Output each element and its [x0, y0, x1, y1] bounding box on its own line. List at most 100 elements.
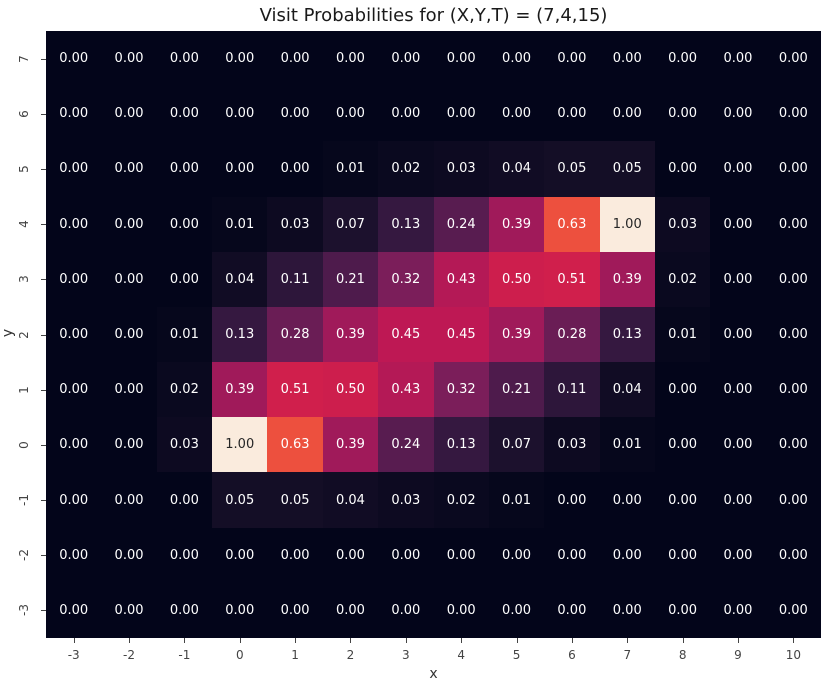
heatmap-cell: 0.21	[488, 362, 545, 418]
heatmap-cell: 0.00	[710, 141, 766, 197]
heatmap-cell: 0.07	[488, 417, 545, 473]
heatmap-cell: 0.63	[267, 417, 323, 473]
heatmap-cell: 0.00	[156, 527, 213, 583]
heatmap-cell: 0.00	[101, 306, 157, 363]
x-tick-label: -2	[101, 638, 156, 668]
heatmap-cell: 0.05	[212, 472, 268, 528]
heatmap-cell: 0.00	[654, 86, 711, 142]
heatmap-cell: 0.00	[654, 417, 711, 473]
heatmap-cell: 0.45	[378, 306, 434, 363]
heatmap-cell: 0.00	[654, 31, 711, 87]
heatmap-cell: 0.00	[433, 527, 489, 583]
y-tick: 4	[0, 197, 46, 252]
heatmap-cell: 0.00	[378, 582, 434, 638]
heatmap-cell: 0.00	[46, 527, 102, 583]
y-tick: 0	[0, 417, 46, 472]
heatmap-cell: 0.21	[322, 251, 379, 307]
heatmap-cell: 0.11	[544, 362, 600, 418]
heatmap-cell: 0.39	[599, 251, 655, 307]
heatmap-cell: 0.28	[267, 306, 323, 363]
x-tick-label: -3	[46, 638, 101, 668]
x-tick-label: 1	[267, 638, 322, 668]
heatmap-cell: 0.00	[156, 196, 213, 252]
heatmap-cell: 0.00	[710, 31, 766, 87]
heatmap-cell: 0.00	[46, 31, 102, 87]
heatmap-cell: 0.00	[433, 86, 489, 142]
heatmap-cell: 0.43	[433, 251, 489, 307]
heatmap-cell: 0.00	[599, 472, 655, 528]
heatmap-cell: 0.63	[544, 196, 600, 252]
heatmap-cell: 0.13	[212, 306, 268, 363]
heatmap-cell: 0.00	[710, 582, 766, 638]
y-axis-ticks: 7 6 5 4 3 2 1 0 -1 -2 -3	[0, 31, 46, 638]
x-tick-label: 5	[489, 638, 544, 668]
heatmap-cell: 0.00	[267, 141, 323, 197]
y-tick-label: 4	[17, 220, 31, 228]
heatmap-cell: 0.39	[212, 362, 268, 418]
heatmap-cell: 0.00	[101, 31, 157, 87]
y-tick-label: 1	[17, 385, 31, 394]
heatmap-cell: 0.51	[267, 362, 323, 418]
heatmap-grid: 0.00 0.00 0.00 0.00 0.00 0.00 0.00 0.00 0.00 0.00…	[46, 31, 821, 638]
heatmap-cell: 0.00	[156, 472, 213, 528]
y-tick-label: 2	[17, 330, 31, 339]
y-tick-label: -2	[17, 549, 31, 562]
y-tick-label: 0	[17, 441, 31, 449]
heatmap-cell: 0.28	[544, 306, 600, 363]
heatmap-cell: 0.04	[599, 362, 655, 418]
heatmap-cell: 0.00	[322, 527, 379, 583]
heatmap-cell: 0.00	[156, 582, 213, 638]
heatmap-cell: 0.00	[46, 306, 102, 363]
x-tick-label: 8	[655, 638, 710, 668]
heatmap-cell: 0.00	[156, 141, 213, 197]
heatmap-cell: 0.50	[488, 251, 545, 307]
heatmap-cell: 0.00	[267, 582, 323, 638]
heatmap-cell: 0.00	[710, 472, 766, 528]
heatmap-cell: 0.00	[212, 86, 268, 142]
heatmap-cell: 0.00	[46, 251, 102, 307]
heatmap-cell: 0.43	[378, 362, 434, 418]
heatmap-cell: 0.00	[378, 31, 434, 87]
heatmap-cell: 0.00	[654, 141, 711, 197]
heatmap-cell: 0.00	[101, 196, 157, 252]
heatmap-cell: 0.00	[765, 306, 821, 363]
heatmap-cell: 0.01	[599, 417, 655, 473]
heatmap-cell: 0.05	[599, 141, 655, 197]
heatmap-cell: 0.00	[599, 527, 655, 583]
y-tick: 6	[0, 86, 46, 141]
heatmap-cell: 0.00	[544, 582, 600, 638]
heatmap-cell: 0.00	[710, 306, 766, 363]
heatmap-cell: 0.04	[322, 472, 379, 528]
heatmap-cell: 0.03	[654, 196, 711, 252]
x-tick-label: 10	[766, 638, 821, 668]
heatmap-cell: 0.51	[544, 251, 600, 307]
heatmap-cell: 0.01	[322, 141, 379, 197]
heatmap-cell: 0.00	[46, 417, 102, 473]
heatmap-cell: 0.00	[267, 527, 323, 583]
heatmap-cell: 0.13	[433, 417, 489, 473]
x-tick-label: -1	[157, 638, 212, 668]
heatmap-cell: 0.00	[212, 582, 268, 638]
heatmap-cell: 1.00	[212, 417, 268, 473]
heatmap-cell: 0.00	[267, 31, 323, 87]
heatmap-cell: 1.00	[599, 196, 655, 252]
heatmap-cell: 0.39	[322, 306, 379, 363]
heatmap-cell: 0.00	[46, 362, 102, 418]
heatmap-cell: 0.13	[599, 306, 655, 363]
heatmap-cell: 0.00	[544, 86, 600, 142]
x-tick-label: 2	[323, 638, 378, 668]
heatmap-cell: 0.00	[765, 472, 821, 528]
chart-title: Visit Probabilities for (X,Y,T) = (7,4,1…	[259, 5, 608, 26]
heatmap-cell: 0.00	[46, 86, 102, 142]
heatmap-cell: 0.39	[488, 306, 545, 363]
y-tick: -1	[0, 473, 46, 528]
heatmap-cell: 0.00	[710, 417, 766, 473]
heatmap-cell: 0.00	[101, 417, 157, 473]
heatmap-cell: 0.00	[765, 362, 821, 418]
heatmap-cell: 0.01	[654, 306, 711, 363]
heatmap-cell: 0.00	[101, 582, 157, 638]
heatmap-cell: 0.00	[433, 582, 489, 638]
y-tick-label: -1	[17, 494, 31, 507]
heatmap-cell: 0.00	[156, 251, 213, 307]
x-tick-label: 3	[378, 638, 433, 668]
